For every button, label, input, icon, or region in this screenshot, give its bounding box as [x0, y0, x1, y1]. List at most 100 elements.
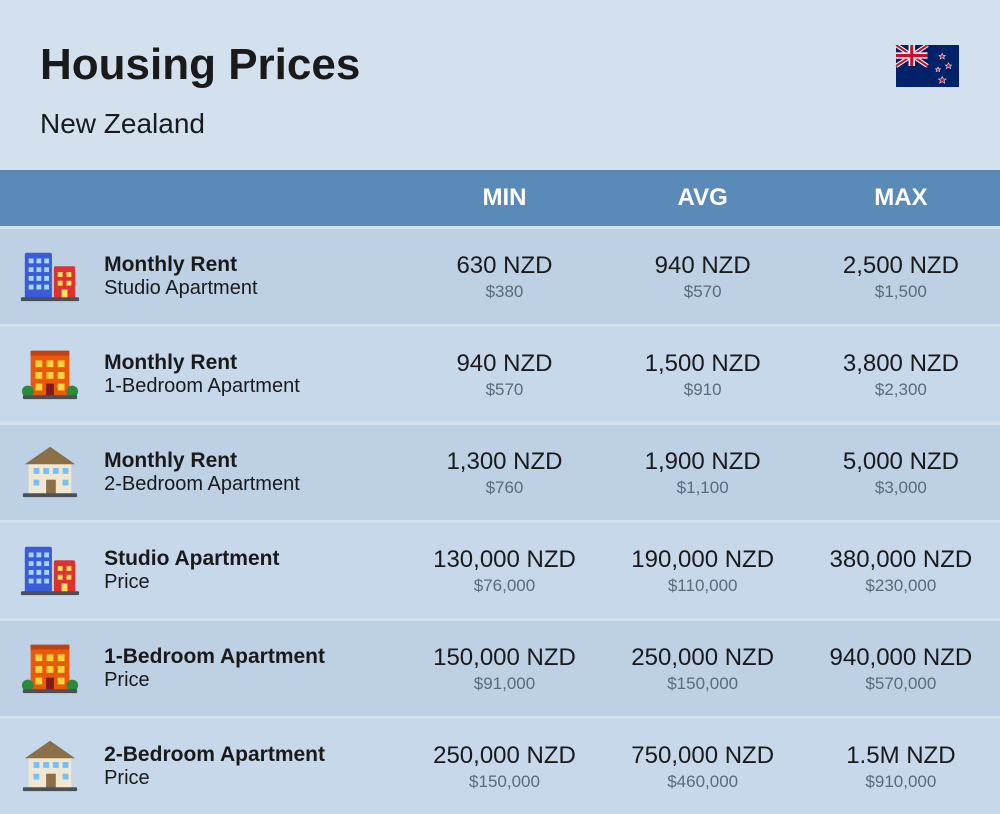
row-max-cell: 3,800 NZD $2,300	[802, 326, 1000, 424]
col-header-min: MIN	[405, 170, 603, 228]
row-title: 1-Bedroom Apartment	[104, 645, 397, 669]
page-title: Housing Prices	[40, 40, 960, 90]
house-beige-icon	[19, 733, 81, 795]
row-min-cell: 940 NZD $570	[405, 326, 603, 424]
min-value: 630 NZD	[413, 252, 595, 280]
row-subtitle: Studio Apartment	[104, 277, 397, 300]
row-max-cell: 940,000 NZD $570,000	[802, 620, 1000, 718]
row-subtitle: 2-Bedroom Apartment	[104, 473, 397, 496]
avg-value: 750,000 NZD	[612, 742, 794, 770]
table-row: 2-Bedroom Apartment Price 250,000 NZD $1…	[0, 718, 1000, 814]
row-min-cell: 630 NZD $380	[405, 228, 603, 326]
row-min-cell: 250,000 NZD $150,000	[405, 718, 603, 814]
row-max-cell: 380,000 NZD $230,000	[802, 522, 1000, 620]
avg-usd: $110,000	[612, 576, 794, 596]
row-subtitle: 1-Bedroom Apartment	[104, 375, 397, 398]
row-max-cell: 1.5M NZD $910,000	[802, 718, 1000, 814]
buildings-color-icon	[19, 243, 81, 305]
row-label-cell: Monthly Rent 1-Bedroom Apartment	[100, 326, 405, 424]
row-avg-cell: 1,900 NZD $1,100	[604, 424, 802, 522]
row-label-cell: 1-Bedroom Apartment Price	[100, 620, 405, 718]
row-min-cell: 1,300 NZD $760	[405, 424, 603, 522]
avg-value: 1,900 NZD	[612, 448, 794, 476]
row-label-cell: 2-Bedroom Apartment Price	[100, 718, 405, 814]
row-title: Monthly Rent	[104, 253, 397, 277]
row-icon-cell	[0, 620, 100, 718]
row-subtitle: Price	[104, 669, 397, 692]
row-title: 2-Bedroom Apartment	[104, 743, 397, 767]
min-usd: $91,000	[413, 674, 595, 694]
row-icon-cell	[0, 522, 100, 620]
max-usd: $910,000	[810, 772, 992, 792]
row-label-cell: Monthly Rent Studio Apartment	[100, 228, 405, 326]
building-orange-icon	[19, 341, 81, 403]
max-value: 940,000 NZD	[810, 644, 992, 672]
avg-usd: $1,100	[612, 478, 794, 498]
table-row: Monthly Rent 2-Bedroom Apartment 1,300 N…	[0, 424, 1000, 522]
row-avg-cell: 190,000 NZD $110,000	[604, 522, 802, 620]
max-usd: $570,000	[810, 674, 992, 694]
max-value: 5,000 NZD	[810, 448, 992, 476]
row-icon-cell	[0, 228, 100, 326]
min-value: 150,000 NZD	[413, 644, 595, 672]
max-value: 2,500 NZD	[810, 252, 992, 280]
row-icon-cell	[0, 718, 100, 814]
table-header-row: MIN AVG MAX	[0, 170, 1000, 228]
row-title: Studio Apartment	[104, 547, 397, 571]
row-label-cell: Studio Apartment Price	[100, 522, 405, 620]
house-beige-icon	[19, 439, 81, 501]
table-row: 1-Bedroom Apartment Price 150,000 NZD $9…	[0, 620, 1000, 718]
col-header-label	[100, 170, 405, 228]
table-row: Studio Apartment Price 130,000 NZD $76,0…	[0, 522, 1000, 620]
min-value: 250,000 NZD	[413, 742, 595, 770]
row-avg-cell: 750,000 NZD $460,000	[604, 718, 802, 814]
row-avg-cell: 940 NZD $570	[604, 228, 802, 326]
buildings-color-icon	[19, 537, 81, 599]
row-icon-cell	[0, 424, 100, 522]
housing-prices-table: MIN AVG MAX Monthly Rent Studio Apartmen…	[0, 170, 1000, 814]
avg-usd: $150,000	[612, 674, 794, 694]
row-max-cell: 2,500 NZD $1,500	[802, 228, 1000, 326]
row-title: Monthly Rent	[104, 351, 397, 375]
row-min-cell: 150,000 NZD $91,000	[405, 620, 603, 718]
row-icon-cell	[0, 326, 100, 424]
col-header-icon	[0, 170, 100, 228]
avg-value: 1,500 NZD	[612, 350, 794, 378]
min-value: 940 NZD	[413, 350, 595, 378]
min-usd: $570	[413, 380, 595, 400]
max-value: 3,800 NZD	[810, 350, 992, 378]
max-usd: $230,000	[810, 576, 992, 596]
row-subtitle: Price	[104, 571, 397, 594]
col-header-max: MAX	[802, 170, 1000, 228]
row-title: Monthly Rent	[104, 449, 397, 473]
min-usd: $380	[413, 282, 595, 302]
row-avg-cell: 1,500 NZD $910	[604, 326, 802, 424]
avg-value: 190,000 NZD	[612, 546, 794, 574]
table-row: Monthly Rent Studio Apartment 630 NZD $3…	[0, 228, 1000, 326]
row-max-cell: 5,000 NZD $3,000	[802, 424, 1000, 522]
row-avg-cell: 250,000 NZD $150,000	[604, 620, 802, 718]
min-usd: $760	[413, 478, 595, 498]
max-value: 1.5M NZD	[810, 742, 992, 770]
max-usd: $1,500	[810, 282, 992, 302]
avg-value: 250,000 NZD	[612, 644, 794, 672]
table-row: Monthly Rent 1-Bedroom Apartment 940 NZD…	[0, 326, 1000, 424]
min-usd: $76,000	[413, 576, 595, 596]
page-subtitle: New Zealand	[40, 108, 960, 140]
col-header-avg: AVG	[604, 170, 802, 228]
avg-usd: $910	[612, 380, 794, 400]
max-usd: $3,000	[810, 478, 992, 498]
min-value: 130,000 NZD	[413, 546, 595, 574]
min-value: 1,300 NZD	[413, 448, 595, 476]
max-usd: $2,300	[810, 380, 992, 400]
row-subtitle: Price	[104, 767, 397, 790]
avg-usd: $460,000	[612, 772, 794, 792]
row-min-cell: 130,000 NZD $76,000	[405, 522, 603, 620]
min-usd: $150,000	[413, 772, 595, 792]
page-header: Housing Prices New Zealand	[0, 0, 1000, 170]
avg-value: 940 NZD	[612, 252, 794, 280]
nz-flag-icon	[895, 45, 960, 87]
max-value: 380,000 NZD	[810, 546, 992, 574]
avg-usd: $570	[612, 282, 794, 302]
row-label-cell: Monthly Rent 2-Bedroom Apartment	[100, 424, 405, 522]
